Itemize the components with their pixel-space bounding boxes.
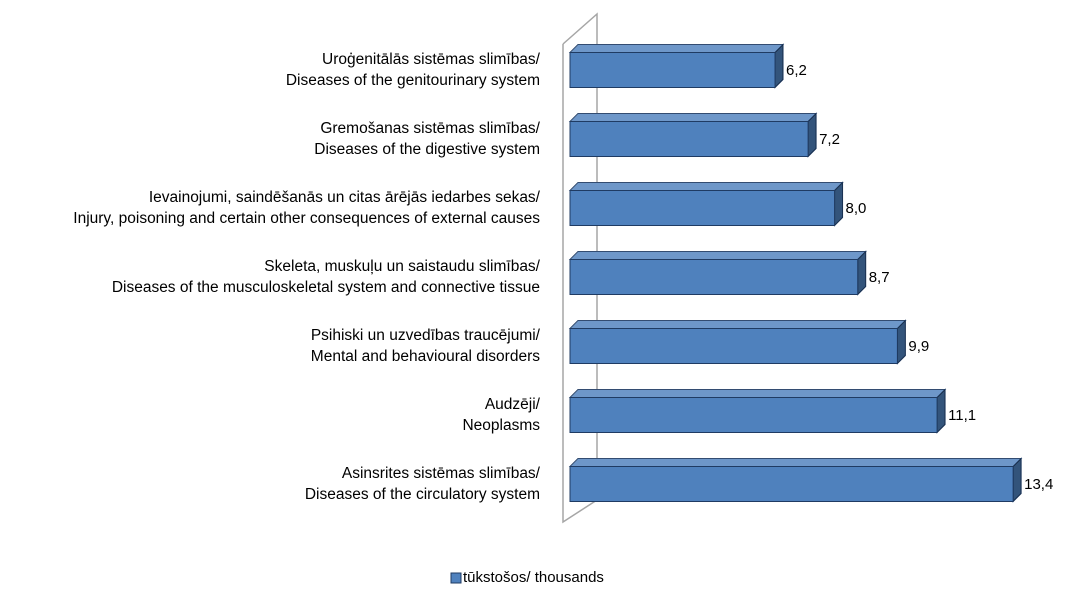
bar-top-shade bbox=[570, 320, 906, 329]
value-label: 6,2 bbox=[786, 62, 807, 79]
bar-front bbox=[569, 328, 898, 364]
bar-front bbox=[569, 190, 836, 226]
category-label: Asinsrites sistēmas slimības/ Diseases o… bbox=[304, 465, 540, 503]
bar-side-shade bbox=[834, 182, 843, 226]
category-label: Gremošanas sistēmas slimības/ Diseases o… bbox=[314, 120, 540, 158]
bar-top-shade bbox=[570, 458, 1022, 467]
value-label: 8,7 bbox=[869, 269, 890, 286]
bar-top-shade bbox=[570, 389, 946, 398]
bar bbox=[568, 43, 785, 89]
bar-front bbox=[569, 52, 776, 88]
side-wall bbox=[562, 44, 598, 524]
legend-swatch bbox=[450, 572, 462, 584]
bar-front bbox=[569, 121, 809, 157]
bar-top-shade bbox=[570, 251, 866, 260]
category-label: Uroģenitālās sistēmas slimības/ Diseases… bbox=[285, 51, 540, 89]
bar bbox=[568, 112, 818, 158]
category-label: Audzēji/ Neoplasms bbox=[462, 396, 540, 434]
category-label: Ievainojumi, saindēšanās un citas ārējās… bbox=[73, 189, 540, 227]
bar-top-shade bbox=[570, 113, 817, 122]
value-label: 7,2 bbox=[819, 131, 840, 148]
bar bbox=[568, 181, 844, 227]
bar bbox=[568, 319, 907, 365]
bar-side-shade bbox=[937, 389, 946, 433]
bar-front bbox=[569, 466, 1014, 502]
value-label: 11,1 bbox=[948, 407, 976, 424]
bar-side-shade bbox=[808, 113, 817, 157]
bar-side-shade bbox=[775, 44, 784, 88]
legend-label: tūkstošos/ thousands bbox=[463, 569, 604, 586]
bar bbox=[568, 388, 947, 434]
bar-front bbox=[569, 397, 938, 433]
bar-side-shade bbox=[1013, 458, 1022, 502]
category-label: Skeleta, muskuļu un saistaudu slimības/ … bbox=[111, 258, 540, 296]
category-label: Psihiski un uzvedības traucējumi/ Mental… bbox=[310, 327, 540, 365]
bar-side-shade bbox=[897, 320, 906, 364]
value-label: 8,0 bbox=[846, 200, 867, 217]
bar bbox=[568, 457, 1023, 503]
bar-top-shade bbox=[570, 182, 843, 191]
value-label: 9,9 bbox=[908, 338, 929, 355]
value-label: 13,4 bbox=[1024, 476, 1053, 493]
bar bbox=[568, 250, 867, 296]
bar-front bbox=[569, 259, 859, 295]
bar-top-shade bbox=[570, 44, 784, 53]
bar-side-shade bbox=[857, 251, 866, 295]
